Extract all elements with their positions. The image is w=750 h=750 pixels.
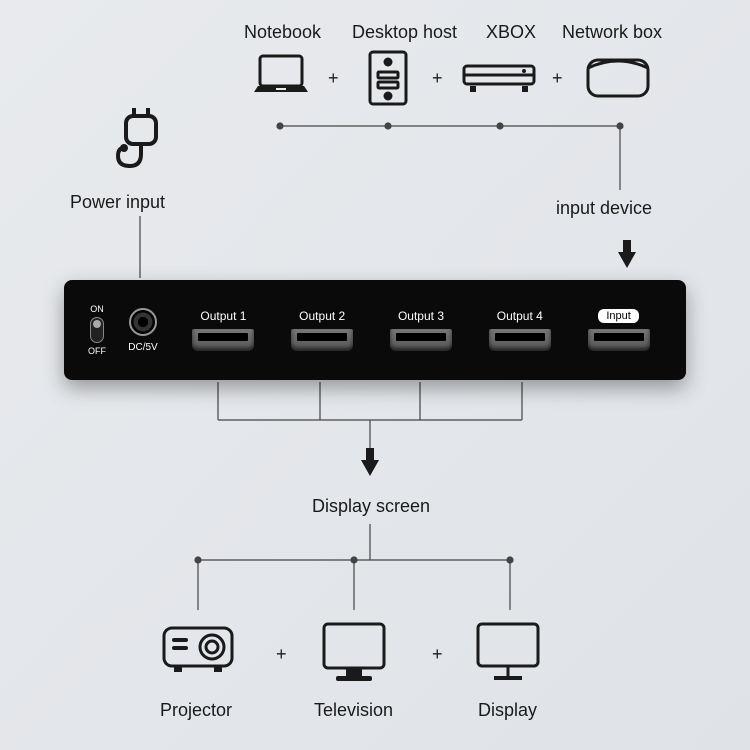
output-port-4: Output 4 xyxy=(489,309,551,351)
input-label: Input xyxy=(598,309,638,323)
networkbox-icon xyxy=(582,50,654,107)
dc-jack-icon xyxy=(129,308,157,336)
hdmi-port-icon xyxy=(390,329,452,351)
power-switch: ON OFF xyxy=(76,280,118,380)
xbox-icon xyxy=(460,60,538,101)
output2-label: Output 2 xyxy=(299,309,345,323)
dc-label: DC/5V xyxy=(128,342,157,353)
display-screen-label: Display screen xyxy=(312,496,430,517)
output-arrow-icon xyxy=(361,460,379,476)
plus-3: + xyxy=(552,68,563,89)
plus-4: + xyxy=(276,644,287,665)
output3-label: Output 3 xyxy=(398,309,444,323)
input-device-label: input device xyxy=(556,198,652,219)
desktop-icon xyxy=(364,50,412,111)
notebook-label: Notebook xyxy=(244,22,321,43)
hdmi-port-icon xyxy=(291,329,353,351)
off-label: OFF xyxy=(88,346,106,356)
hdmi-port-icon xyxy=(588,329,650,351)
networkbox-label: Network box xyxy=(562,22,662,43)
desktop-label: Desktop host xyxy=(352,22,457,43)
plus-2: + xyxy=(432,68,443,89)
output-port-2: Output 2 xyxy=(291,309,353,351)
plus-5: + xyxy=(432,644,443,665)
notebook-icon xyxy=(250,50,312,107)
output4-label: Output 4 xyxy=(497,309,543,323)
projector-icon xyxy=(158,618,238,683)
power-plug-icon xyxy=(110,108,172,185)
input-arrow-icon xyxy=(618,252,636,268)
output1-label: Output 1 xyxy=(200,309,246,323)
plus-1: + xyxy=(328,68,339,89)
hdmi-port-icon xyxy=(489,329,551,351)
television-icon xyxy=(318,618,390,689)
display-icon xyxy=(472,618,544,689)
television-label: Television xyxy=(314,700,393,721)
input-port: Input xyxy=(588,309,650,351)
display-label: Display xyxy=(478,700,537,721)
power-input-label: Power input xyxy=(70,192,165,213)
on-label: ON xyxy=(90,304,104,314)
projector-label: Projector xyxy=(160,700,232,721)
hdmi-port-icon xyxy=(192,329,254,351)
hdmi-splitter-device: ON OFF DC/5V Output 1 Output 2 Output 3 … xyxy=(64,280,686,380)
output-port-3: Output 3 xyxy=(390,309,452,351)
dc-jack-section: DC/5V xyxy=(118,280,168,380)
toggle-icon xyxy=(90,317,104,343)
xbox-label: XBOX xyxy=(486,22,536,43)
output-port-1: Output 1 xyxy=(192,309,254,351)
